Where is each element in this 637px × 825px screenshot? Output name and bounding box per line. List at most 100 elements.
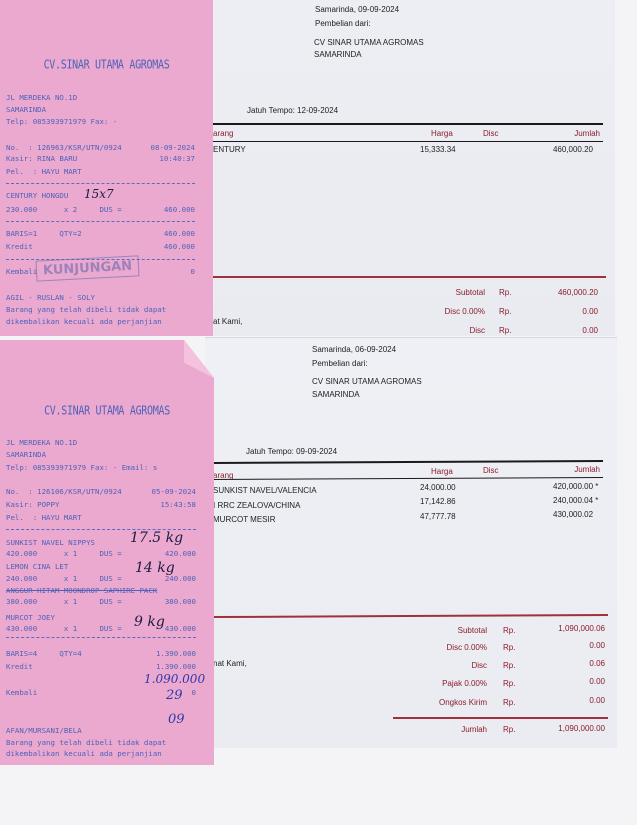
- handwritten-note: 17.5 kg: [130, 530, 184, 546]
- receipt-line-text: Barang yang telah dibeli tidak dapat: [6, 738, 167, 747]
- receipt-line-text: No. : 126106/KSR/UTN/0924: [6, 487, 122, 496]
- col-amount: Jumlah: [574, 129, 600, 138]
- subtotal-value: 460,000.20: [557, 288, 598, 297]
- row-amount: 430,000.02: [553, 510, 594, 519]
- receipt-title: CV.SINAR UTAMA AGROMAS: [44, 404, 170, 419]
- handwritten-note: 29: [166, 688, 183, 703]
- receipt-line: AGIL - RUSLAN - SOLY: [6, 294, 195, 302]
- receipt-line-text: CENTURY HONGDU: [6, 191, 69, 200]
- supplier-city: SAMARINDA: [312, 390, 360, 399]
- currency: Rp.: [503, 679, 516, 688]
- receipt-line: Kasir: POPPY 15:43:58: [6, 500, 196, 509]
- receipt-line: SAMARINDA: [6, 105, 195, 114]
- row-item: I RRC ZEALOVA/CHINA: [213, 501, 301, 510]
- regards-text: nat Kami,: [213, 659, 247, 668]
- receipt-divider: [6, 529, 196, 530]
- receipt-divider: [6, 221, 195, 222]
- receipt-line-text: JL MERDEKA NO.1D: [6, 438, 78, 447]
- receipt-title: CV.SINAR UTAMA AGROMAS: [43, 58, 170, 73]
- receipt-line-value: 15:43:58: [160, 500, 196, 509]
- total-rule: [393, 717, 608, 719]
- row-price: 17,142.86: [420, 497, 456, 506]
- receipt-line: Barang yang telah dibeli tidak dapat: [6, 738, 196, 747]
- summary-label: Subtotal: [457, 626, 487, 635]
- receipt-line-text: Pel. : HAYU MART: [6, 513, 82, 522]
- receipt-line-value: 0: [190, 267, 195, 276]
- receipt-line-text: Telp: 085393971979 Fax: - Email: s: [6, 463, 158, 472]
- row-price: 15,333.34: [420, 145, 456, 154]
- receipt-line-text: dikembalikan kecuali ada perjanjian: [6, 317, 162, 326]
- supplier-name: CV SINAR UTAMA AGROMAS: [314, 38, 424, 47]
- currency: Rp.: [499, 326, 512, 335]
- receipt-line-text: SAMARINDA: [6, 105, 47, 114]
- receipt-divider: [6, 259, 195, 260]
- receipt-line-text: Kasir: RINA BARU: [6, 154, 78, 163]
- receipt-line: SAMARINDA: [6, 450, 196, 459]
- disc-pct-label: Disc 0.00%: [444, 307, 485, 316]
- receipt-line: No. : 126963/KSR/UTN/0924 08-09-2024: [6, 143, 196, 152]
- receipt-line-value: 420.000: [164, 549, 196, 558]
- col-item: arang: [213, 471, 234, 480]
- receipt-line-text: JL MERDEKA NO.1D: [6, 93, 78, 102]
- receipt-divider: [6, 183, 195, 184]
- receipt-line-text: 230.000 x 2 DUS =: [6, 205, 122, 214]
- col-amount: Jumlah: [574, 465, 600, 474]
- summary-label: Disc: [471, 661, 487, 670]
- receipt-line-value: 460.000: [163, 242, 195, 251]
- receipt-line-text: No. : 126963/KSR/UTN/0924: [6, 143, 122, 152]
- row-price: 47,777.78: [420, 512, 456, 521]
- receipt-line-value: 05-09-2024: [151, 487, 197, 496]
- receipt-divider: [6, 637, 196, 638]
- row-item: SUNKIST NAVEL/VALENCIA: [213, 486, 317, 495]
- receipt-line: JL MERDEKA NO.1D: [6, 438, 196, 447]
- from-label: Pembelian dari:: [315, 19, 371, 28]
- receipt-line-text: Pel. : HAYU MART: [6, 167, 82, 176]
- receipt-line: No. : 126106/KSR/UTN/0924 05-09-2024: [6, 487, 197, 496]
- receipt-line: MURCOT JOEY: [6, 614, 196, 622]
- disc-label: Disc: [469, 326, 485, 335]
- currency: Rp.: [499, 288, 512, 297]
- row-item: ENTURY: [213, 145, 246, 154]
- receipt-line: BARIS=1 QTY=2 460.000: [6, 229, 195, 238]
- currency: Rp.: [503, 725, 516, 734]
- col-price: Harga: [431, 467, 453, 476]
- receipt-line: 230.000 x 2 DUS = 460.000: [6, 205, 195, 214]
- receipt-line-text: 240.000 x 1 DUS =: [6, 574, 122, 583]
- col-disc: Disc: [483, 466, 499, 475]
- receipt-line: Kredit 1.390.000: [6, 662, 196, 671]
- receipt-bottom: CV.SINAR UTAMA AGROMAS JL MERDEKA NO.1D …: [0, 340, 214, 765]
- receipt-line: dikembalikan kecuali ada perjanjian: [6, 317, 195, 326]
- receipt-line: Telp: 085393971979 Fax: -: [6, 118, 195, 126]
- receipt-line: JL MERDEKA NO.1D: [6, 93, 195, 102]
- invoice-bottom: [205, 338, 617, 748]
- table-top-rule: [213, 123, 603, 125]
- row-amount: 240,000.04 *: [553, 496, 599, 505]
- receipt-line-text: Kredit: [6, 662, 33, 671]
- receipt-top: CV.SINAR UTAMA AGROMAS JL MERDEKA NO.1D …: [0, 0, 213, 336]
- receipt-line-value: 08-09-2024: [150, 143, 196, 152]
- receipt-line: Telp: 085393971979 Fax: - Email: s: [6, 463, 196, 472]
- summary-value: 0.00: [589, 677, 605, 686]
- summary-label: Disc 0.00%: [446, 643, 487, 652]
- subtotal-label: Subtotal: [455, 288, 485, 297]
- table-bottom-rule: [213, 276, 606, 278]
- receipt-line-text: 380.000 x 1 DUS =: [6, 597, 122, 606]
- receipt-line-value: 460.000: [163, 229, 195, 238]
- currency: Rp.: [503, 698, 516, 707]
- currency: Rp.: [499, 307, 512, 316]
- handwritten-note: 15x7: [84, 187, 114, 201]
- invoice-date: Samarinda, 06-09-2024: [312, 345, 397, 354]
- receipt-line-value: 1.390.000: [155, 662, 196, 671]
- receipt-line-value: 1.390.000: [155, 649, 196, 658]
- receipt-line: 240.000 x 1 DUS = 240.000: [6, 574, 196, 583]
- receipt-line: dikembalikan kecuali ada perjanjian: [6, 750, 196, 758]
- receipt-line: Kembali 0: [6, 267, 195, 276]
- handwritten-note: 9 kg: [134, 614, 165, 630]
- due-date: Jatuh Tempo: 09-09-2024: [246, 447, 338, 456]
- col-item: arang: [213, 129, 234, 138]
- receipt-line-text: SAMARINDA: [6, 450, 47, 459]
- receipt-line-value: 430.000: [164, 624, 196, 633]
- disc-pct-value: 0.00: [582, 307, 598, 316]
- row-amount: 460,000.20: [552, 145, 593, 154]
- receipt-line: 420.000 x 1 DUS = 420.000: [6, 549, 196, 558]
